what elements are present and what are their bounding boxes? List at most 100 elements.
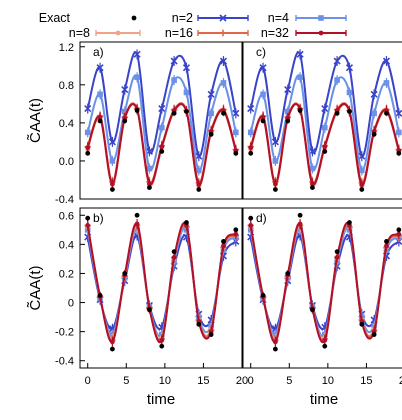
- data-point-n2: [182, 64, 191, 72]
- x-tick-label: 15: [197, 375, 209, 387]
- data-point-n32: [85, 145, 91, 151]
- panels: a)1.20.80.40.0-0.4C̃AA(t)c)b)0.60.40.20-…: [27, 41, 402, 408]
- data-point-exact: [260, 118, 266, 124]
- data-point-n4: [383, 80, 390, 86]
- data-point-n32: [248, 145, 254, 151]
- data-point-n4: [297, 74, 303, 81]
- data-point-n2: [121, 86, 129, 94]
- data-point-n4: [334, 77, 340, 83]
- data-point-exact: [285, 271, 291, 276]
- series-exact: [248, 108, 402, 192]
- legend: Exact n=2 n=4 n=8 n=16 n=32: [39, 11, 347, 40]
- y-tick-label: 1.2: [59, 42, 74, 54]
- data-point-n2: [232, 109, 240, 117]
- panel-c: c): [242, 41, 402, 200]
- x-tick-label: 10: [322, 375, 334, 387]
- series-n2: [247, 49, 402, 162]
- data-point-n32: [384, 243, 389, 249]
- data-point-exact: [221, 110, 226, 116]
- data-point-n32: [396, 231, 402, 237]
- data-point-exact: [184, 220, 189, 225]
- data-point-n4: [247, 129, 254, 136]
- series-n4: [247, 72, 402, 176]
- data-point-n4: [183, 89, 190, 96]
- data-point-n4: [371, 110, 377, 117]
- y-tick-label: 0: [68, 298, 74, 310]
- data-point-n2: [195, 152, 203, 160]
- legend-marker-exact: [131, 15, 137, 21]
- plot-area-b: [84, 212, 240, 352]
- data-point-n32: [334, 255, 340, 260]
- data-point-n4: [158, 124, 165, 131]
- data-point-exact: [196, 187, 202, 192]
- legend-label-n8: n=8: [69, 26, 90, 40]
- data-point-exact: [322, 343, 328, 349]
- legend-sample-n4: [295, 15, 347, 21]
- data-point-n4: [284, 108, 291, 115]
- y-axis-label: C̃AA(t): [27, 265, 44, 310]
- data-point-n32: [147, 181, 152, 187]
- panel-label: d): [256, 211, 267, 225]
- y-tick-label: -0.4: [55, 356, 74, 368]
- data-point-exact: [122, 118, 128, 124]
- data-point-exact: [359, 187, 365, 192]
- y-tick-label: 0.4: [59, 118, 74, 130]
- data-point-exact: [171, 110, 177, 116]
- data-point-n32: [310, 181, 315, 187]
- data-point-n2: [370, 90, 378, 98]
- data-point-n32: [322, 337, 328, 343]
- y-axis-label: C̃AA(t): [27, 98, 44, 143]
- series-exact: [85, 108, 239, 192]
- legend-label-n32: n=32: [261, 26, 289, 40]
- data-point-n2: [333, 57, 341, 65]
- data-point-n4: [109, 158, 116, 164]
- x-tick-label: 15: [360, 375, 372, 387]
- y-tick-label: 0.4: [59, 239, 74, 251]
- data-point-n2: [170, 57, 178, 65]
- data-point-exact: [159, 149, 165, 154]
- legend-marker-n32: [318, 30, 324, 36]
- data-point-n32: [97, 114, 103, 120]
- data-point-n2: [382, 57, 391, 65]
- data-point-n32: [159, 337, 165, 343]
- data-point-n2: [321, 105, 329, 113]
- data-point-n32: [359, 182, 365, 188]
- data-point-n32: [273, 339, 278, 345]
- y-tick-label: -0.2: [55, 327, 74, 339]
- legend-sample-n8: [95, 30, 141, 36]
- legend-sample-n32: [295, 30, 347, 36]
- data-point-exact: [134, 108, 140, 113]
- x-tick-label: 0: [85, 375, 91, 387]
- data-point-n32: [273, 181, 278, 187]
- axes-frame-c: [242, 41, 402, 200]
- data-point-n32: [196, 182, 202, 188]
- data-point-n32: [159, 144, 165, 150]
- data-point-n2: [247, 105, 255, 113]
- data-point-exact: [334, 110, 340, 116]
- data-point-exact: [208, 332, 214, 337]
- legend-sample-n2: [197, 14, 249, 22]
- axes-frame-b: [79, 207, 243, 369]
- data-point-n2: [207, 90, 215, 98]
- data-point-exact: [208, 131, 214, 137]
- data-point-exact: [97, 292, 103, 298]
- panel-label: c): [256, 45, 266, 59]
- data-point-n32: [248, 223, 254, 228]
- legend-label-n2: n=2: [172, 11, 193, 25]
- data-point-exact: [248, 150, 254, 156]
- data-point-n4: [146, 165, 153, 172]
- data-point-exact: [359, 321, 365, 327]
- series-n2: [247, 230, 402, 334]
- data-point-n32: [134, 221, 140, 227]
- data-point-n2: [133, 50, 141, 58]
- x-axis-label: time: [147, 391, 175, 408]
- data-point-exact: [233, 227, 239, 233]
- data-point-n2: [96, 64, 104, 72]
- data-point-exact: [248, 215, 254, 221]
- plot-area-d: [247, 212, 402, 352]
- panel-d: d) 0 5 10 15 20 time: [242, 207, 402, 408]
- data-point-exact: [371, 131, 377, 137]
- data-point-exact: [273, 187, 278, 192]
- data-point-exact: [122, 271, 128, 276]
